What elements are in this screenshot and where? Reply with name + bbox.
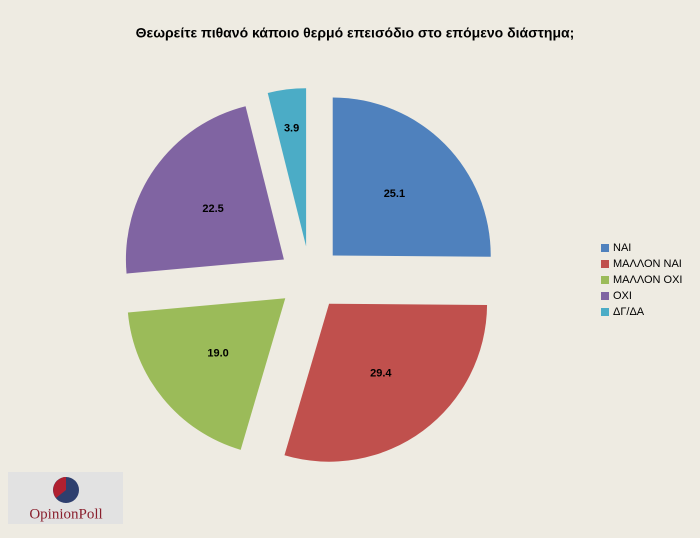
legend-swatch bbox=[601, 308, 609, 316]
pie-slice bbox=[332, 97, 491, 257]
legend-label: ΜΑΛΛΟΝ ΝΑΙ bbox=[613, 258, 682, 270]
legend-swatch bbox=[601, 292, 609, 300]
legend-swatch bbox=[601, 260, 609, 268]
data-label: 3.9 bbox=[284, 123, 299, 135]
legend-label: ΜΑΛΛΟΝ ΟΧΙ bbox=[613, 274, 682, 286]
logo-circle-part bbox=[53, 477, 66, 498]
pie-slice bbox=[125, 106, 284, 274]
logo: OpinionPoll bbox=[8, 472, 123, 524]
legend-swatch bbox=[601, 244, 609, 252]
legend-label: ΝΑΙ bbox=[613, 242, 631, 254]
data-label: 22.5 bbox=[202, 203, 223, 215]
pie-slice bbox=[267, 88, 307, 247]
legend-swatch bbox=[601, 276, 609, 284]
pie-slice bbox=[284, 303, 488, 462]
legend-label: ΟΧΙ bbox=[613, 290, 632, 302]
legend-label: ΔΓ/ΔΑ bbox=[613, 306, 645, 318]
data-label: 29.4 bbox=[370, 367, 392, 379]
chart-title: Θεωρείτε πιθανό κάποιο θερμό επεισόδιο σ… bbox=[136, 25, 575, 41]
data-label: 25.1 bbox=[384, 188, 405, 200]
pie-slice bbox=[127, 298, 286, 450]
data-label: 19.0 bbox=[207, 347, 228, 359]
logo-text: OpinionPoll bbox=[29, 506, 102, 522]
